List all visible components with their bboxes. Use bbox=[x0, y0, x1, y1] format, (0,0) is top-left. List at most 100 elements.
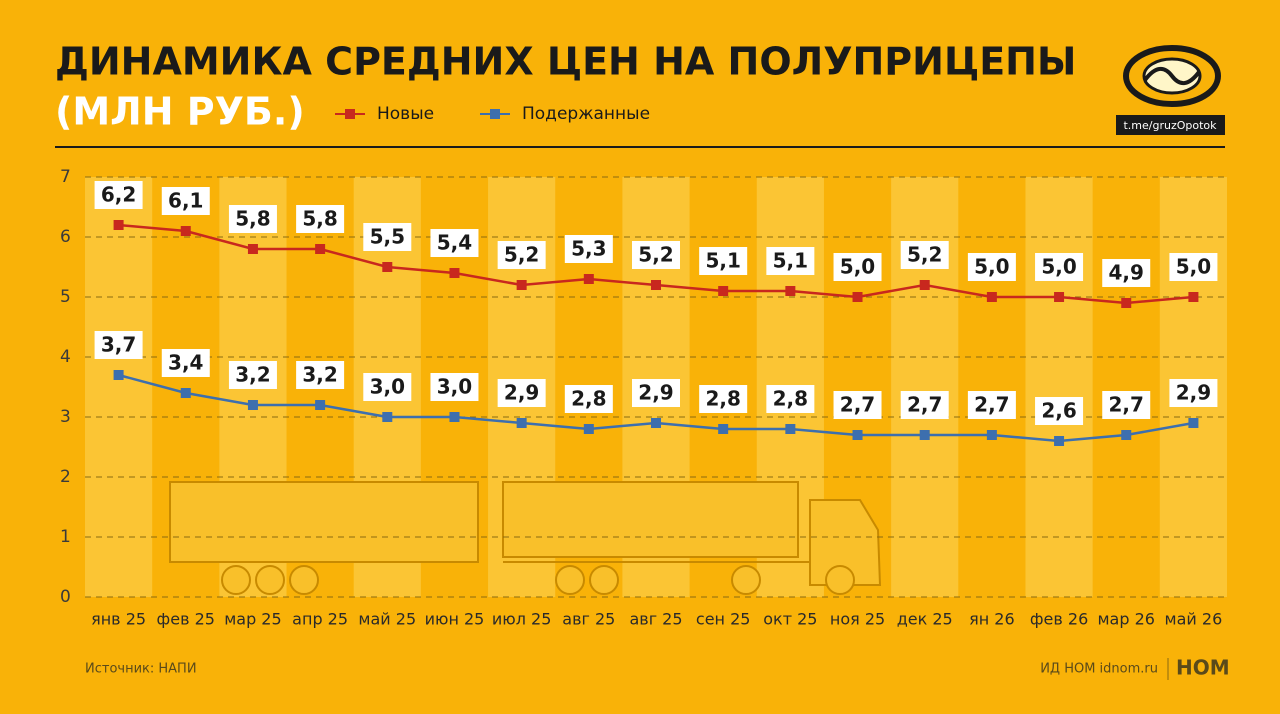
point bbox=[919, 430, 930, 440]
label-box bbox=[363, 223, 412, 251]
label-box bbox=[296, 361, 345, 389]
brand: НОМ bbox=[1176, 656, 1230, 680]
x-tick-label: янв 25 bbox=[91, 610, 146, 629]
value-label: 3,7 bbox=[101, 333, 136, 357]
y-tick-label: 7 bbox=[60, 167, 71, 187]
label-box bbox=[1169, 379, 1218, 407]
value-label: 3,0 bbox=[370, 375, 405, 399]
y-tick-label: 1 bbox=[60, 527, 71, 547]
point bbox=[1188, 418, 1199, 428]
x-tick-label: июл 25 bbox=[492, 610, 552, 629]
label-box bbox=[1035, 397, 1084, 425]
x-tick-label: июн 25 bbox=[425, 610, 485, 629]
label-box bbox=[161, 187, 210, 215]
point bbox=[852, 430, 863, 440]
label-box bbox=[833, 253, 882, 281]
value-label: 3,2 bbox=[302, 363, 337, 387]
point bbox=[651, 280, 661, 290]
plot: 0 1 2 3 4 5 6 7 янв 25 фев 25 мар 25 апр 25 май 25 ию… bbox=[60, 104, 1227, 629]
value-label: 2,8 bbox=[773, 387, 808, 411]
x-tick-label: окт 25 bbox=[763, 610, 817, 629]
y-tick-label: 5 bbox=[60, 287, 71, 307]
x-tick-label: фев 26 bbox=[1030, 610, 1088, 629]
point bbox=[315, 244, 326, 254]
x-tick-label: ян 26 bbox=[969, 610, 1015, 629]
label-box bbox=[967, 253, 1016, 281]
label-box bbox=[161, 349, 210, 377]
x-tick-label: дек 25 bbox=[897, 610, 953, 629]
y-tick-label: 3 bbox=[60, 407, 71, 427]
label-box bbox=[430, 373, 479, 401]
label-box bbox=[94, 331, 143, 359]
x-tick-label: ноя 25 bbox=[830, 610, 885, 629]
point bbox=[247, 244, 258, 254]
value-label: 5,2 bbox=[907, 243, 942, 267]
label-box bbox=[228, 361, 277, 389]
point bbox=[986, 292, 997, 302]
value-label: 2,9 bbox=[638, 381, 673, 405]
x-tick-label: май 25 bbox=[358, 610, 416, 629]
chart-title: ДИНАМИКА СРЕДНИХ ЦЕН НА ПОЛУПРИЦЕПЫ bbox=[55, 40, 1076, 84]
value-label: 2,7 bbox=[974, 393, 1009, 417]
x-tick-label: сен 25 bbox=[696, 610, 751, 629]
value-label: 5,1 bbox=[773, 249, 808, 273]
point bbox=[449, 412, 460, 422]
value-label: 6,2 bbox=[101, 183, 136, 207]
point bbox=[516, 418, 527, 428]
label-box bbox=[766, 247, 815, 275]
label-box bbox=[497, 379, 546, 407]
value-label: 2,8 bbox=[571, 387, 606, 411]
point bbox=[1188, 292, 1199, 302]
label-box bbox=[766, 385, 815, 413]
legend-marker bbox=[490, 109, 500, 119]
value-label: 3,2 bbox=[235, 363, 270, 387]
label-box bbox=[833, 391, 882, 419]
value-label: 5,0 bbox=[1041, 255, 1076, 279]
label-box bbox=[699, 385, 748, 413]
point bbox=[919, 280, 930, 290]
label-box bbox=[363, 373, 412, 401]
legend-label: Новые bbox=[377, 104, 434, 124]
label-box bbox=[228, 205, 277, 233]
value-label: 5,4 bbox=[437, 231, 472, 255]
value-label: 5,0 bbox=[840, 255, 875, 279]
value-label: 6,1 bbox=[168, 189, 203, 213]
source: Источник: НАПИ bbox=[85, 662, 197, 677]
point bbox=[583, 424, 594, 434]
chart-subtitle: (МЛН РУБ.) bbox=[55, 90, 305, 134]
point bbox=[449, 268, 460, 278]
value-label: 5,2 bbox=[638, 243, 673, 267]
x-tick-label: мар 26 bbox=[1097, 610, 1154, 629]
label-box bbox=[430, 229, 479, 257]
point bbox=[382, 262, 393, 272]
value-label: 2,7 bbox=[907, 393, 942, 417]
x-tick-label: май 26 bbox=[1165, 610, 1223, 629]
stripe bbox=[891, 177, 959, 597]
value-label: 5,3 bbox=[571, 237, 606, 261]
point bbox=[516, 280, 527, 290]
value-label: 5,1 bbox=[705, 249, 740, 273]
point bbox=[315, 400, 326, 410]
y-tick-label: 0 bbox=[60, 587, 71, 607]
value-label: 4,9 bbox=[1109, 261, 1144, 285]
value-label: 5,5 bbox=[370, 225, 405, 249]
credit: ИД НОМ idnom.ru bbox=[1040, 662, 1158, 677]
value-label: 3,4 bbox=[168, 351, 203, 375]
point bbox=[718, 424, 729, 434]
value-label: 2,9 bbox=[504, 381, 539, 405]
point bbox=[113, 370, 124, 380]
label-box bbox=[699, 247, 748, 275]
point bbox=[382, 412, 393, 422]
label-box bbox=[564, 385, 613, 413]
point bbox=[651, 418, 661, 428]
point bbox=[1054, 436, 1065, 446]
point bbox=[247, 400, 258, 410]
point bbox=[113, 220, 124, 230]
stripe bbox=[85, 177, 153, 597]
x-tick-label: фев 25 bbox=[157, 610, 215, 629]
value-label: 2,8 bbox=[705, 387, 740, 411]
label-box bbox=[967, 391, 1016, 419]
point bbox=[986, 430, 997, 440]
point bbox=[180, 388, 191, 398]
